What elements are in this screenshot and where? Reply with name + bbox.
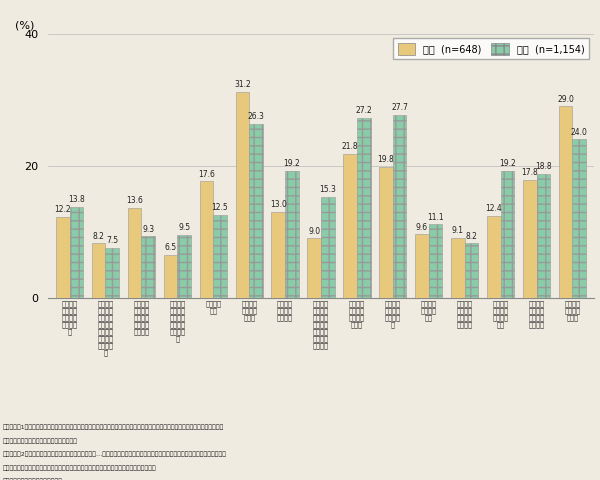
- Legend: 女性  (n=648), 男性  (n=1,154): 女性 (n=648), 男性 (n=1,154): [393, 38, 589, 60]
- Bar: [464, 243, 478, 298]
- Text: 9.0: 9.0: [308, 227, 320, 236]
- Text: 19.8: 19.8: [377, 155, 394, 164]
- Text: 自分の時
間が減る
ことが仕
事に集中
できない: 自分の時 間が減る ことが仕 事に集中 できない: [133, 300, 149, 335]
- Text: 家族とい
る時間が
長いこと
がストレ
ス: 家族とい る時間が 長いこと がストレ ス: [62, 300, 77, 335]
- Bar: [178, 235, 191, 298]
- Bar: [128, 208, 142, 298]
- Text: 17.8: 17.8: [521, 168, 538, 178]
- Bar: [70, 206, 83, 298]
- Bar: [415, 234, 429, 298]
- Bar: [271, 212, 285, 298]
- Bar: [429, 224, 442, 298]
- Text: 13.6: 13.6: [126, 196, 143, 205]
- Text: 家事が増
える: 家事が増 える: [205, 300, 221, 314]
- Text: 度内閣府委託調査）より作成。: 度内閣府委託調査）より作成。: [3, 438, 78, 444]
- Text: 9.3: 9.3: [142, 225, 154, 234]
- Bar: [92, 243, 106, 298]
- Text: 所の派遣社員」「嘱託」「その他の形で雇用されている」「会社などの役員」: 所の派遣社員」「嘱託」「その他の形で雇用されている」「会社などの役員」: [3, 465, 157, 471]
- Text: 7.5: 7.5: [106, 237, 118, 245]
- Bar: [307, 238, 321, 298]
- Text: 6.5: 6.5: [164, 243, 176, 252]
- Text: 26.3: 26.3: [248, 112, 265, 121]
- Bar: [142, 236, 155, 298]
- Bar: [500, 171, 514, 298]
- Text: 9.6: 9.6: [416, 223, 428, 232]
- Bar: [106, 248, 119, 298]
- Text: 24.0: 24.0: [571, 128, 588, 136]
- Text: 29.0: 29.0: [557, 95, 574, 104]
- Bar: [572, 139, 586, 298]
- Bar: [523, 180, 536, 298]
- Bar: [285, 171, 299, 298]
- Text: 家族や家
事・育児
のために
仕事に集
中できな
い: 家族や家 事・育児 のために 仕事に集 中できな い: [169, 300, 185, 342]
- Bar: [451, 238, 464, 298]
- Text: （備考）　1．「令和２年度　男女共同参画の視点からの新型コロナウイルス感染症拡大の影響等に関する調査報告書」（令和２年: （備考） 1．「令和２年度 男女共同参画の視点からの新型コロナウイルス感染症拡大…: [3, 425, 224, 431]
- Bar: [213, 215, 227, 298]
- Bar: [236, 92, 249, 298]
- Text: 9.1: 9.1: [452, 226, 464, 235]
- Bar: [357, 118, 371, 298]
- Text: 配偶者・
パートナ
ーが家事
・育児・
介護に協
力的でな
くストレ
ス: 配偶者・ パートナ ーが家事 ・育児・ 介護に協 力的でな くストレ ス: [97, 300, 113, 356]
- Text: (%): (%): [15, 21, 35, 31]
- Bar: [321, 197, 335, 298]
- Text: 8.2: 8.2: [93, 232, 104, 241]
- Text: 18.8: 18.8: [535, 162, 551, 171]
- Text: 上記のよ
うなこと
はない: 上記のよ うなこと はない: [565, 300, 580, 321]
- Text: 自分で自
由に使え
る時間が
増えよい: 自分で自 由に使え る時間が 増えよい: [529, 300, 545, 328]
- Text: 自分の仕
事のスペ
ースを十
分に確保
できずメ
リハリが
つかない: 自分の仕 事のスペ ースを十 分に確保 できずメ リハリが つかない: [313, 300, 329, 349]
- Text: 17.6: 17.6: [198, 170, 215, 179]
- Text: 27.7: 27.7: [391, 103, 408, 112]
- Text: 12.2: 12.2: [55, 205, 71, 215]
- Bar: [249, 124, 263, 298]
- Text: 9.5: 9.5: [178, 223, 190, 232]
- Text: 12.4: 12.4: [485, 204, 502, 213]
- Text: 27.2: 27.2: [355, 107, 372, 116]
- Text: と回答した人が対象。: と回答した人が対象。: [3, 479, 63, 480]
- Bar: [343, 154, 357, 298]
- Text: 13.8: 13.8: [68, 195, 85, 204]
- Text: 13.0: 13.0: [270, 200, 287, 209]
- Text: 19.2: 19.2: [284, 159, 300, 168]
- Bar: [379, 167, 393, 298]
- Text: 家族と一
緒の時間
が増えて
よい: 家族と一 緒の時間 が増えて よい: [493, 300, 509, 328]
- Text: 15.3: 15.3: [319, 185, 336, 194]
- Text: 8.2: 8.2: [466, 232, 478, 241]
- Text: 通勤が少
なくなり
ストレス
が減る: 通勤が少 なくなり ストレス が減る: [349, 300, 365, 328]
- Text: 光熱費等
の出費が
増える: 光熱費等 の出費が 増える: [241, 300, 257, 321]
- Text: 19.2: 19.2: [499, 159, 516, 168]
- Bar: [536, 173, 550, 298]
- Bar: [393, 115, 406, 298]
- Bar: [56, 217, 70, 298]
- Text: 21.8: 21.8: [342, 142, 358, 151]
- Text: 11.1: 11.1: [427, 213, 444, 222]
- Bar: [487, 216, 500, 298]
- Text: 勤務時間
外も働い
てしまう: 勤務時間 外も働い てしまう: [277, 300, 293, 321]
- Text: 2．テレワークに関する設問「就業者」定義…「正規の会社員・職員・従業員」「パート・アルバイト」「労働派遣事業: 2．テレワークに関する設問「就業者」定義…「正規の会社員・職員・従業員」「パート…: [3, 452, 227, 457]
- Text: 家事・育
児との両
立がしや
すくなる: 家事・育 児との両 立がしや すくなる: [457, 300, 473, 328]
- Bar: [200, 181, 213, 298]
- Bar: [164, 255, 178, 298]
- Bar: [559, 106, 572, 298]
- Text: 31.2: 31.2: [234, 80, 251, 89]
- Text: 通勤時間
分を有意
義に使え
る: 通勤時間 分を有意 義に使え る: [385, 300, 401, 328]
- Text: 仕事がや
りやすく
なる: 仕事がや りやすく なる: [421, 300, 437, 321]
- Text: 12.5: 12.5: [212, 204, 229, 213]
